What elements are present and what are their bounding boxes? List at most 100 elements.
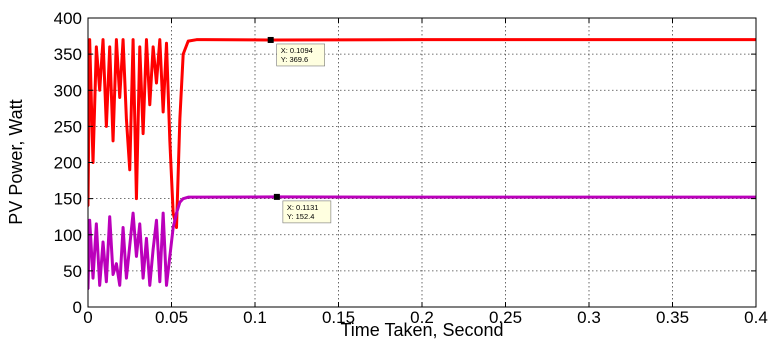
series-1-point <box>101 38 105 41</box>
datatip-y-text: Y: 152.4 <box>287 212 315 221</box>
y-axis-label: PV Power, Watt <box>6 99 26 224</box>
series-1-point <box>91 161 95 164</box>
series-1-point <box>121 38 125 41</box>
y-tick-label: 200 <box>54 154 82 173</box>
series-2-point <box>141 276 145 280</box>
series-1-point <box>203 38 207 41</box>
series-1-point <box>148 103 151 106</box>
y-tick-label: 250 <box>54 117 82 136</box>
series-1-point <box>145 38 148 41</box>
series-1-point <box>171 211 175 215</box>
x-tick-label: 0.05 <box>155 308 188 327</box>
series-2-point <box>587 195 591 199</box>
series-2-point <box>155 219 158 222</box>
series-1-point <box>88 38 91 41</box>
series-2-point <box>420 195 424 199</box>
series-1-point <box>175 226 178 229</box>
x-tick-label: 0.4 <box>744 308 768 327</box>
series-2-point <box>121 226 125 229</box>
y-tick-label: 350 <box>54 45 82 64</box>
series-2-point <box>88 219 91 222</box>
series-1-point <box>111 139 115 143</box>
series-2-point <box>165 284 168 287</box>
series-2-point <box>138 222 141 226</box>
series-1-point <box>141 132 145 135</box>
y-tick-label: 100 <box>54 226 82 245</box>
x-tick-label: 0.1 <box>243 308 267 327</box>
y-tick-label: 150 <box>54 190 82 209</box>
series-1-point <box>138 45 141 49</box>
series-1-point <box>128 168 131 171</box>
series-2-point <box>131 211 135 215</box>
x-tick-label: 0.2 <box>410 308 434 327</box>
series-1-point <box>178 117 182 121</box>
series-2-point <box>171 226 175 229</box>
series-1-point <box>108 45 111 49</box>
series-1-point <box>131 38 135 41</box>
series-1-point <box>135 197 138 200</box>
series-1-point <box>161 110 165 114</box>
datatip-marker[interactable] <box>267 36 274 43</box>
series-1-point <box>98 89 101 92</box>
series-2-point <box>151 248 155 251</box>
series-layer <box>88 38 756 291</box>
series-1-point <box>155 81 158 85</box>
datatip-y-text: Y: 369.6 <box>281 55 309 64</box>
series-2-point <box>148 284 151 287</box>
series-1-point <box>587 38 591 41</box>
x-tick-label: 0.25 <box>489 308 522 327</box>
datatip-x-text: X: 0.1094 <box>281 46 313 55</box>
x-tick-label: 0.15 <box>322 308 355 327</box>
series-2-point <box>187 195 190 199</box>
datatip-box <box>276 43 325 67</box>
series-2-point <box>145 237 148 240</box>
series-1-point <box>187 39 190 43</box>
series-1-point <box>151 45 155 49</box>
series-2-point <box>203 195 207 199</box>
series-2-point <box>175 211 178 215</box>
series-2-point <box>91 276 95 280</box>
series-2-point <box>161 211 165 215</box>
series-2-point <box>125 276 128 280</box>
series-2-point <box>195 195 198 199</box>
series-1-point <box>105 125 108 128</box>
series-2-point <box>181 197 185 200</box>
y-tick-label: 50 <box>63 262 82 281</box>
x-tick-label: 0 <box>83 308 92 327</box>
series-1-point <box>115 38 118 41</box>
series-1-point <box>181 52 185 56</box>
series-1-point <box>158 38 162 41</box>
datatip-marker[interactable] <box>273 193 280 200</box>
series-2-point <box>111 273 115 276</box>
y-tick-label: 400 <box>54 9 82 28</box>
series-2-point <box>135 255 138 258</box>
series-1-point <box>165 42 168 45</box>
y-tick-label: 300 <box>54 81 82 100</box>
series-2-point <box>108 215 111 218</box>
series-2-point <box>101 240 105 244</box>
series-2-point <box>98 284 101 287</box>
series-2-point <box>168 255 172 258</box>
series-2-point <box>118 284 121 287</box>
series-2-point <box>158 280 162 283</box>
series-1-point <box>125 117 128 121</box>
series-2-point <box>95 222 98 226</box>
series-1-point <box>118 96 121 99</box>
x-axis-label: Time Taken, Second <box>340 320 503 340</box>
y-tick-label: 0 <box>73 298 82 317</box>
series-1-point <box>95 45 98 49</box>
datatip-box <box>282 200 332 224</box>
datatip-x-text: X: 0.1131 <box>287 203 319 212</box>
series-2-point <box>128 244 131 247</box>
series-1-point <box>195 38 198 41</box>
axis-ticks: 0 0.05 0.1 0.15 0.2 0.25 0.3 0.35 0.4 0 50 100 150 20… <box>54 9 768 327</box>
series-2-point <box>178 201 182 204</box>
x-tick-label: 0.35 <box>656 308 689 327</box>
series-1-point <box>420 38 424 41</box>
series-2-point <box>115 262 118 265</box>
series-2-point <box>105 280 108 283</box>
x-tick-label: 0.3 <box>577 308 601 327</box>
series-1-point <box>168 139 172 143</box>
